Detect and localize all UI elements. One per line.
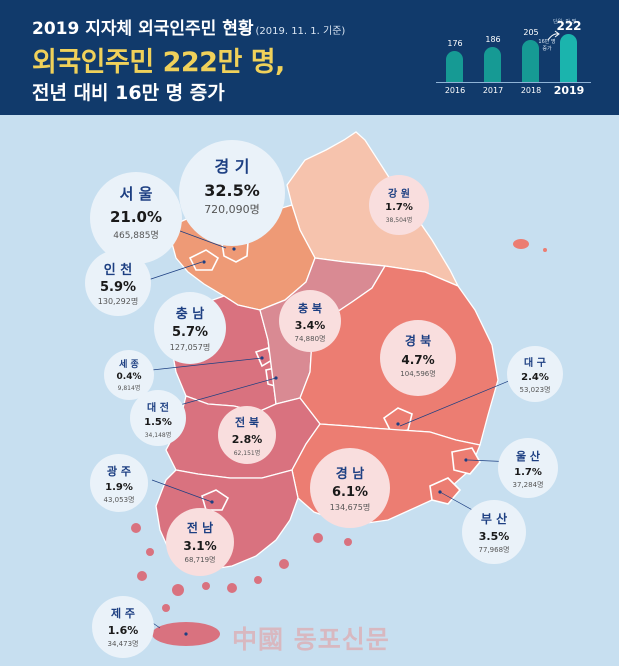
bar-value-2019: 222 xyxy=(556,19,582,33)
region-busan xyxy=(429,477,462,505)
gyeongbuk-pct: 4.7% xyxy=(401,353,435,367)
ulsan-name: 울 산 xyxy=(515,450,541,463)
label-gyeonggi: 경 기 32.5% 720,090명 xyxy=(179,140,285,246)
jeju-name: 제 주 xyxy=(110,607,136,620)
label-jeonnam: 전 남 3.1% 68,719명 xyxy=(166,508,234,576)
jeju-count: 34,473명 xyxy=(107,640,139,648)
jeonnam-pct: 3.1% xyxy=(183,539,217,553)
gyeonggi-pct: 32.5% xyxy=(204,181,260,200)
bar-year-2018: 2018 xyxy=(520,86,542,95)
gwangju-pct: 1.9% xyxy=(105,482,133,493)
chungbuk-count: 74,880명 xyxy=(294,335,326,343)
sejong-count: 9,814명 xyxy=(117,385,141,392)
label-gangwon: 강 원 1.7% 38,504명 xyxy=(369,175,429,235)
header-banner: 2019 지자체 외국인주민 현황 (2019. 11. 1. 기준) 외국인주민… xyxy=(0,0,619,115)
label-busan: 부 산 3.5% 77,968명 xyxy=(462,500,526,564)
gangwon-count: 38,504명 xyxy=(385,217,413,224)
busan-name: 부 산 xyxy=(480,512,508,526)
daejeon-name: 대 전 xyxy=(147,403,169,414)
increase-arrow-icon xyxy=(547,30,560,41)
bar-value-2018: 205 xyxy=(523,28,539,38)
daejeon-count: 34,148명 xyxy=(144,432,172,439)
jeju-pct: 1.6% xyxy=(107,624,139,637)
daejeon-pct: 1.5% xyxy=(144,417,172,428)
subtitle-date-note: (2019. 11. 1. 기준) xyxy=(255,26,346,37)
label-jeonbuk: 전 북 2.8% 62,151명 xyxy=(218,406,276,464)
gyeongbuk-count: 104,596명 xyxy=(400,370,436,378)
gyeongnam-name: 경 남 xyxy=(335,467,365,482)
gwangju-count: 43,053명 xyxy=(103,496,135,504)
busan-count: 77,968명 xyxy=(478,546,510,554)
bar-2017 xyxy=(484,47,501,82)
jeonbuk-count: 62,151명 xyxy=(233,450,261,457)
headline-increase: 전년 대비 16만 명 증가 xyxy=(32,82,225,104)
headline-total: 외국인주민 222만 명, xyxy=(32,47,285,78)
bar-baseline xyxy=(436,82,591,83)
chungnam-count: 127,057명 xyxy=(169,343,211,352)
sejong-name: 세 종 xyxy=(119,360,139,370)
unit-label: 단위: 만 명 xyxy=(553,19,577,25)
label-daegu: 대 구 2.4% 53,023명 xyxy=(507,346,563,402)
label-chungbuk: 충 북 3.4% 74,880명 xyxy=(279,290,341,352)
header-subtitle: 2019 지자체 외국인주민 현황 (2019. 11. 1. 기준) xyxy=(32,14,345,39)
region-incheon xyxy=(188,249,220,271)
gyeonggi-name: 경 기 xyxy=(214,157,250,176)
gangwon-name: 강 원 xyxy=(388,189,410,200)
seoul-name: 서 울 xyxy=(119,185,153,203)
gyeongnam-pct: 6.1% xyxy=(331,485,369,500)
chungnam-name: 충 남 xyxy=(175,307,205,322)
jeonbuk-name: 전 북 xyxy=(234,416,260,429)
bar-2019 xyxy=(560,34,577,82)
chungnam-pct: 5.7% xyxy=(171,325,209,340)
bar-value-2016: 176 xyxy=(447,38,463,48)
label-incheon: 인 천 5.9% 130,292명 xyxy=(85,250,151,316)
dokdo xyxy=(543,248,547,252)
incheon-name: 인 천 xyxy=(103,263,133,278)
ulsan-count: 37,284명 xyxy=(512,481,544,489)
jeonnam-name: 전 남 xyxy=(186,521,214,535)
ulsan-pct: 1.7% xyxy=(514,467,542,478)
daegu-name: 대 구 xyxy=(524,358,546,369)
bar-value-2017: 186 xyxy=(485,35,501,44)
watermark: 中國 동포신문 xyxy=(232,625,390,654)
daegu-pct: 2.4% xyxy=(521,372,549,383)
region-markers xyxy=(184,247,468,636)
label-ulsan: 울 산 1.7% 37,284명 xyxy=(498,438,558,498)
bar-2018 xyxy=(522,40,539,82)
label-chungnam: 충 남 5.7% 127,057명 xyxy=(154,292,226,364)
region-gwangju xyxy=(201,489,230,511)
sejong-pct: 0.4% xyxy=(116,372,142,382)
chungbuk-name: 충 북 xyxy=(297,302,323,315)
ulleungdo xyxy=(513,239,529,249)
seoul-pct: 21.0% xyxy=(109,208,163,226)
bar-2016 xyxy=(446,50,463,82)
busan-pct: 3.5% xyxy=(478,530,510,543)
chungbuk-pct: 3.4% xyxy=(294,319,326,332)
subtitle-text: 2019 지자체 외국인주민 현황 xyxy=(32,19,254,39)
label-gyeongbuk: 경 북 4.7% 104,596명 xyxy=(380,320,456,396)
increase-note: 16만 명 증가 xyxy=(538,39,556,52)
jeonnam-count: 68,719명 xyxy=(184,556,216,564)
seoul-count: 465,885명 xyxy=(113,231,159,241)
gwangju-name: 광 주 xyxy=(106,465,132,478)
incheon-pct: 5.9% xyxy=(99,280,137,295)
bar-year-2017: 2017 xyxy=(482,86,504,95)
label-gwangju: 광 주 1.9% 43,053명 xyxy=(90,454,148,512)
label-seoul: 서 울 21.0% 465,885명 xyxy=(90,172,182,264)
gyeonggi-count: 720,090명 xyxy=(204,203,260,216)
jeonbuk-pct: 2.8% xyxy=(231,433,263,446)
islands xyxy=(131,523,352,612)
gyeongbuk-name: 경 북 xyxy=(404,334,432,348)
incheon-count: 130,292명 xyxy=(97,297,139,306)
bar-year-2016: 2016 xyxy=(444,86,466,95)
bar-year-2019: 2019 xyxy=(553,84,585,97)
gyeongnam-count: 134,675명 xyxy=(329,503,371,512)
label-jeju: 제 주 1.6% 34,473명 xyxy=(92,596,154,658)
label-gyeongnam: 경 남 6.1% 134,675명 xyxy=(310,448,390,528)
daegu-count: 53,023명 xyxy=(519,386,551,394)
label-daejeon: 대 전 1.5% 34,148명 xyxy=(130,390,186,446)
gangwon-pct: 1.7% xyxy=(385,202,413,213)
